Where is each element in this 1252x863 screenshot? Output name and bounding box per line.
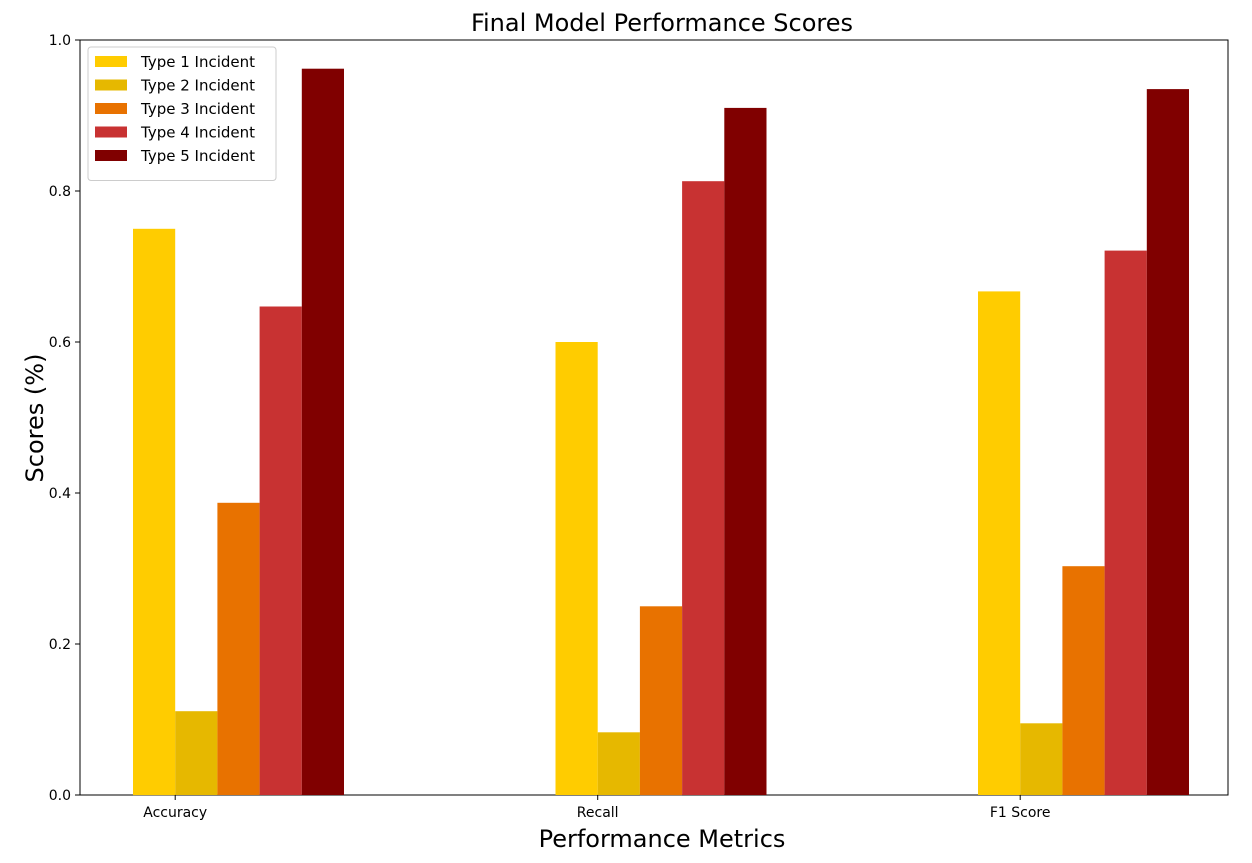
y-axis: 0.0 0.2 0.4 0.6 0.8 1.0 — [49, 33, 80, 804]
bar-series-4-recall — [682, 181, 725, 795]
bar-series-2-accuracy — [175, 711, 218, 795]
legend-label: Type 1 Incident — [140, 53, 255, 71]
chart-title: Final Model Performance Scores — [471, 9, 853, 37]
x-tick-label: F1 Score — [990, 805, 1051, 821]
legend-label: Type 3 Incident — [140, 100, 255, 118]
y-tick-label: 1.0 — [49, 33, 71, 49]
bar-series-1-accuracy — [133, 228, 176, 796]
bar-series-4-f1-score — [1104, 250, 1147, 796]
legend-swatch — [95, 56, 127, 67]
legend-swatch — [95, 126, 127, 138]
bar-series-3-f1-score — [1062, 566, 1105, 795]
y-tick-label: 0.4 — [49, 486, 71, 502]
legend: Type 1 Incident Type 2 Incident Type 3 Inc… — [87, 46, 277, 181]
legend-box — [87, 46, 277, 181]
y-tick-label: 0.6 — [49, 335, 71, 351]
bar-series-1-recall — [555, 342, 598, 795]
bar-series-5-f1-score — [1146, 89, 1189, 796]
y-tick-label: 0.0 — [49, 788, 71, 804]
bar-series-2-recall — [597, 732, 640, 795]
legend-label: Type 5 Incident — [140, 147, 255, 165]
bar-series-2-f1-score — [1020, 723, 1063, 795]
bar-series-5-accuracy — [301, 68, 344, 795]
plot-area: 0.0 0.2 0.4 0.6 0.8 1.0 Accuracy Recall F1 Scor… — [49, 33, 1229, 821]
bar-series-5-recall — [724, 107, 767, 795]
legend-label: Type 4 Incident — [140, 124, 255, 142]
bar-series-1-f1-score — [978, 291, 1021, 795]
bar-series-4-accuracy — [259, 306, 302, 795]
x-tick-label: Accuracy — [143, 805, 207, 821]
y-tick-label: 0.2 — [49, 637, 71, 653]
bar-series-3-recall — [639, 606, 683, 796]
x-tick-label: Recall — [577, 805, 619, 821]
y-tick-label: 0.8 — [49, 184, 71, 200]
x-axis-title: Performance Metrics — [539, 825, 786, 853]
y-axis-title: Scores (%) — [21, 354, 49, 483]
bar-series-3-accuracy — [217, 502, 260, 795]
x-axis: Accuracy Recall F1 Score — [143, 795, 1051, 821]
legend-swatch — [95, 103, 127, 114]
legend-swatch — [95, 79, 127, 91]
legend-swatch — [95, 150, 127, 161]
bars-group — [133, 68, 1189, 796]
legend-label: Type 2 Incident — [140, 77, 255, 95]
